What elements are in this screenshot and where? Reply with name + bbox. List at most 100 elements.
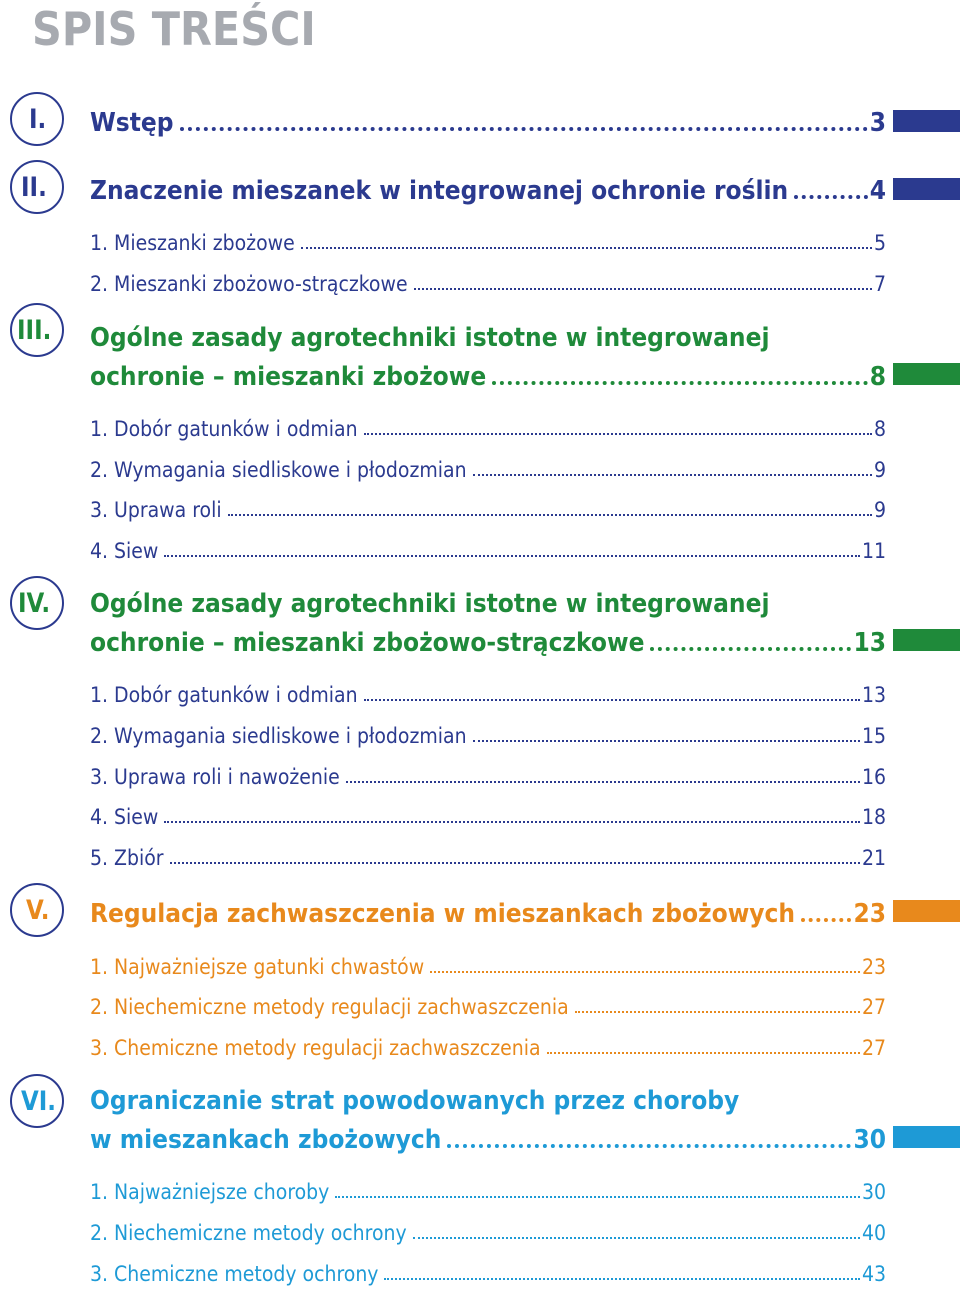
section-heading-link[interactable]: Regulacja zachwaszczenia w mieszankach z… [90, 893, 886, 929]
subsection-page-number: 7 [873, 272, 886, 296]
subsection-page-number: 13 [861, 683, 886, 707]
subsection-label: 3. Chemiczne metody regulacji zachwaszcz… [90, 1036, 541, 1060]
dot-leader [384, 1277, 860, 1280]
subsection-entry[interactable]: 2. Wymagania siedliskowe i płodozmian 15 [90, 718, 886, 748]
page-title: SPIS TREŚCI [32, 2, 316, 56]
subsection-label: 2. Niechemiczne metody regulacji zachwas… [90, 995, 569, 1019]
section-heading-link[interactable]: ochronie – mieszanki zbożowe 8 [90, 356, 886, 392]
subsection-entry[interactable]: 4. Siew 18 [90, 799, 886, 829]
section-numeral: III. [17, 315, 52, 346]
subsection-page-number: 27 [861, 995, 886, 1019]
subsection-page-number: 9 [873, 498, 886, 522]
roman-numeral-iii-badge: III. [10, 303, 64, 357]
subsection-label: 4. Siew [90, 805, 159, 829]
section-numeral: I. [29, 104, 47, 135]
section-heading-link[interactable]: Znaczenie mieszanek w integrowanej ochro… [90, 170, 886, 206]
subsection-label: 1. Najważniejsze gatunki chwastów [90, 955, 425, 979]
roman-numeral-vi-badge: VI. [10, 1074, 64, 1128]
subsection-entry[interactable]: 3. Uprawa roli 9 [90, 492, 886, 522]
subsection-entry[interactable]: 2. Niechemiczne metody regulacji zachwas… [90, 989, 886, 1019]
subsection-entry[interactable]: 3. Uprawa roli i nawożenie 16 [90, 759, 886, 789]
section-color-bar [893, 110, 960, 132]
section-page-number: 3 [869, 108, 886, 138]
section-numeral: V. [26, 895, 50, 926]
section-page-number: 8 [869, 362, 886, 392]
section-color-bar [893, 178, 960, 200]
subsection-entry[interactable]: 5. Zbiór 21 [90, 840, 886, 870]
section-heading-link[interactable]: ochronie – mieszanki zbożowo-strączkowe 1… [90, 622, 886, 658]
subsection-page-number: 27 [861, 1036, 886, 1060]
section-numeral: VI. [21, 1086, 57, 1117]
section-page-number: 13 [853, 628, 886, 658]
subsection-label: 2. Mieszanki zbożowo-strączkowe [90, 272, 408, 296]
subsection-label: 3. Chemiczne metody ochrony [90, 1262, 379, 1286]
subsection-label: 2. Wymagania siedliskowe i płodozmian [90, 458, 467, 482]
subsection-label: 3. Uprawa roli [90, 498, 222, 522]
subsection-label: 2. Wymagania siedliskowe i płodozmian [90, 724, 467, 748]
subsection-page-number: 43 [861, 1262, 886, 1286]
section-color-bar [893, 1126, 960, 1148]
dot-leader [335, 1195, 860, 1198]
subsection-label: 4. Siew [90, 539, 159, 563]
section-numeral: II. [21, 172, 47, 203]
section-numeral: IV. [18, 588, 51, 619]
dot-leader [164, 820, 860, 823]
subsection-page-number: 23 [861, 955, 886, 979]
subsection-page-number: 5 [873, 231, 886, 255]
section-color-bar [893, 900, 960, 922]
subsection-entry[interactable]: 2. Niechemiczne metody ochrony 40 [90, 1215, 886, 1245]
subsection-label: 3. Uprawa roli i nawożenie [90, 765, 340, 789]
roman-numeral-i-badge: I. [10, 92, 64, 146]
section-heading-text: Ogólne zasady agrotechniki istotne w int… [90, 323, 770, 353]
subsection-entry[interactable]: 3. Chemiczne metody regulacji zachwaszcz… [90, 1030, 886, 1060]
subsection-page-number: 9 [873, 458, 886, 482]
section-heading-text: Wstęp [90, 108, 174, 138]
subsection-page-number: 11 [861, 539, 886, 563]
dot-leader [169, 861, 860, 864]
dot-leader [345, 780, 860, 783]
subsection-entry[interactable]: 2. Mieszanki zbożowo-strączkowe 7 [90, 266, 886, 296]
dot-leader [546, 1051, 860, 1054]
dot-leader [413, 287, 872, 290]
section-page-number: 23 [853, 899, 886, 929]
dot-leader [472, 473, 872, 476]
dot-leader [472, 739, 860, 742]
section-color-bar [893, 363, 960, 385]
subsection-entry[interactable]: 2. Wymagania siedliskowe i płodozmian 9 [90, 452, 886, 482]
subsection-label: 1. Dobór gatunków i odmian [90, 417, 358, 441]
subsection-entry[interactable]: 1. Najważniejsze choroby 30 [90, 1174, 886, 1204]
roman-numeral-v-badge: V. [10, 883, 64, 937]
dot-leader [574, 1010, 860, 1013]
subsection-entry[interactable]: 4. Siew 11 [90, 533, 886, 563]
subsection-label: 1. Dobór gatunków i odmian [90, 683, 358, 707]
subsection-page-number: 8 [873, 417, 886, 441]
dot-leader [227, 513, 872, 516]
subsection-page-number: 40 [861, 1221, 886, 1245]
subsection-label: 2. Niechemiczne metody ochrony [90, 1221, 407, 1245]
dot-leader [412, 1236, 860, 1239]
dot-leader [363, 698, 860, 701]
section-heading-text: w mieszankach zbożowych [90, 1125, 442, 1155]
dot-leader [300, 246, 872, 249]
dot-leader [164, 554, 860, 557]
section-heading-link[interactable]: w mieszankach zbożowych 30 [90, 1119, 886, 1155]
subsection-label: 1. Mieszanki zbożowe [90, 231, 295, 255]
section-page-number: 30 [853, 1125, 886, 1155]
roman-numeral-iv-badge: IV. [10, 576, 64, 630]
dot-leader [801, 917, 852, 922]
section-heading-link[interactable]: Wstęp 3 [90, 102, 886, 138]
dot-leader [447, 1143, 852, 1148]
subsection-label: 1. Najważniejsze choroby [90, 1180, 330, 1204]
section-heading-text: Znaczenie mieszanek w integrowanej ochro… [90, 176, 789, 206]
subsection-entry[interactable]: 3. Chemiczne metody ochrony 43 [90, 1256, 886, 1286]
subsection-entry[interactable]: 1. Mieszanki zbożowe 5 [90, 225, 886, 255]
section-color-bar [893, 629, 960, 651]
dot-leader [492, 380, 868, 385]
subsection-entry[interactable]: 1. Dobór gatunków i odmian 13 [90, 677, 886, 707]
section-heading-text: ochronie – mieszanki zbożowe [90, 362, 487, 392]
subsection-entry[interactable]: 1. Najważniejsze gatunki chwastów 23 [90, 949, 886, 979]
subsection-page-number: 30 [861, 1180, 886, 1204]
subsection-entry[interactable]: 1. Dobór gatunków i odmian 8 [90, 411, 886, 441]
section-heading-text: Ograniczanie strat powodowanych przez ch… [90, 1086, 740, 1116]
subsection-page-number: 21 [861, 846, 886, 870]
